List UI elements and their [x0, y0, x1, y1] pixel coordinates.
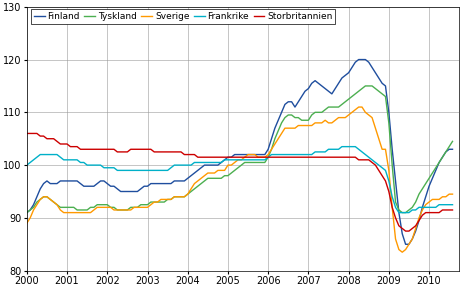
Frankrike — [198, 161, 204, 164]
Tyskland — [198, 182, 204, 185]
Storbritannien — [245, 155, 251, 159]
Finland — [128, 190, 134, 193]
Line: Tyskland: Tyskland — [27, 86, 452, 213]
Frankrike — [436, 203, 442, 206]
Finland — [356, 58, 361, 61]
Storbritannien — [128, 148, 134, 151]
Line: Frankrike: Frankrike — [27, 147, 452, 213]
Storbritannien — [450, 208, 455, 212]
Sverige — [198, 177, 204, 180]
Finland — [393, 179, 398, 183]
Storbritannien — [198, 155, 204, 159]
Line: Sverige: Sverige — [27, 107, 452, 252]
Line: Storbritannien: Storbritannien — [27, 134, 452, 231]
Sverige — [24, 221, 30, 225]
Frankrike — [393, 205, 398, 209]
Finland — [436, 161, 442, 164]
Sverige — [182, 195, 187, 199]
Tyskland — [182, 195, 187, 199]
Tyskland — [245, 161, 251, 164]
Frankrike — [396, 211, 401, 214]
Tyskland — [363, 84, 368, 88]
Storbritannien — [182, 153, 187, 156]
Legend: Finland, Tyskland, Sverige, Frankrike, Storbritannien: Finland, Tyskland, Sverige, Frankrike, S… — [31, 10, 335, 24]
Sverige — [393, 237, 398, 241]
Finland — [450, 148, 455, 151]
Frankrike — [450, 203, 455, 206]
Finland — [198, 166, 204, 169]
Tyskland — [393, 200, 398, 204]
Tyskland — [24, 211, 30, 214]
Tyskland — [433, 166, 438, 169]
Storbritannien — [403, 229, 408, 233]
Finland — [24, 211, 30, 214]
Sverige — [450, 192, 455, 196]
Frankrike — [182, 163, 187, 167]
Finland — [403, 242, 408, 246]
Sverige — [245, 153, 251, 156]
Storbritannien — [24, 132, 30, 135]
Frankrike — [339, 145, 345, 148]
Frankrike — [24, 163, 30, 167]
Sverige — [400, 251, 405, 254]
Finland — [182, 179, 187, 183]
Finland — [245, 153, 251, 156]
Tyskland — [128, 205, 134, 209]
Storbritannien — [433, 211, 438, 214]
Storbritannien — [389, 205, 395, 209]
Frankrike — [245, 158, 251, 162]
Sverige — [436, 198, 442, 201]
Frankrike — [128, 169, 134, 172]
Line: Finland: Finland — [27, 60, 452, 244]
Tyskland — [450, 140, 455, 143]
Sverige — [128, 208, 134, 212]
Sverige — [356, 105, 361, 109]
